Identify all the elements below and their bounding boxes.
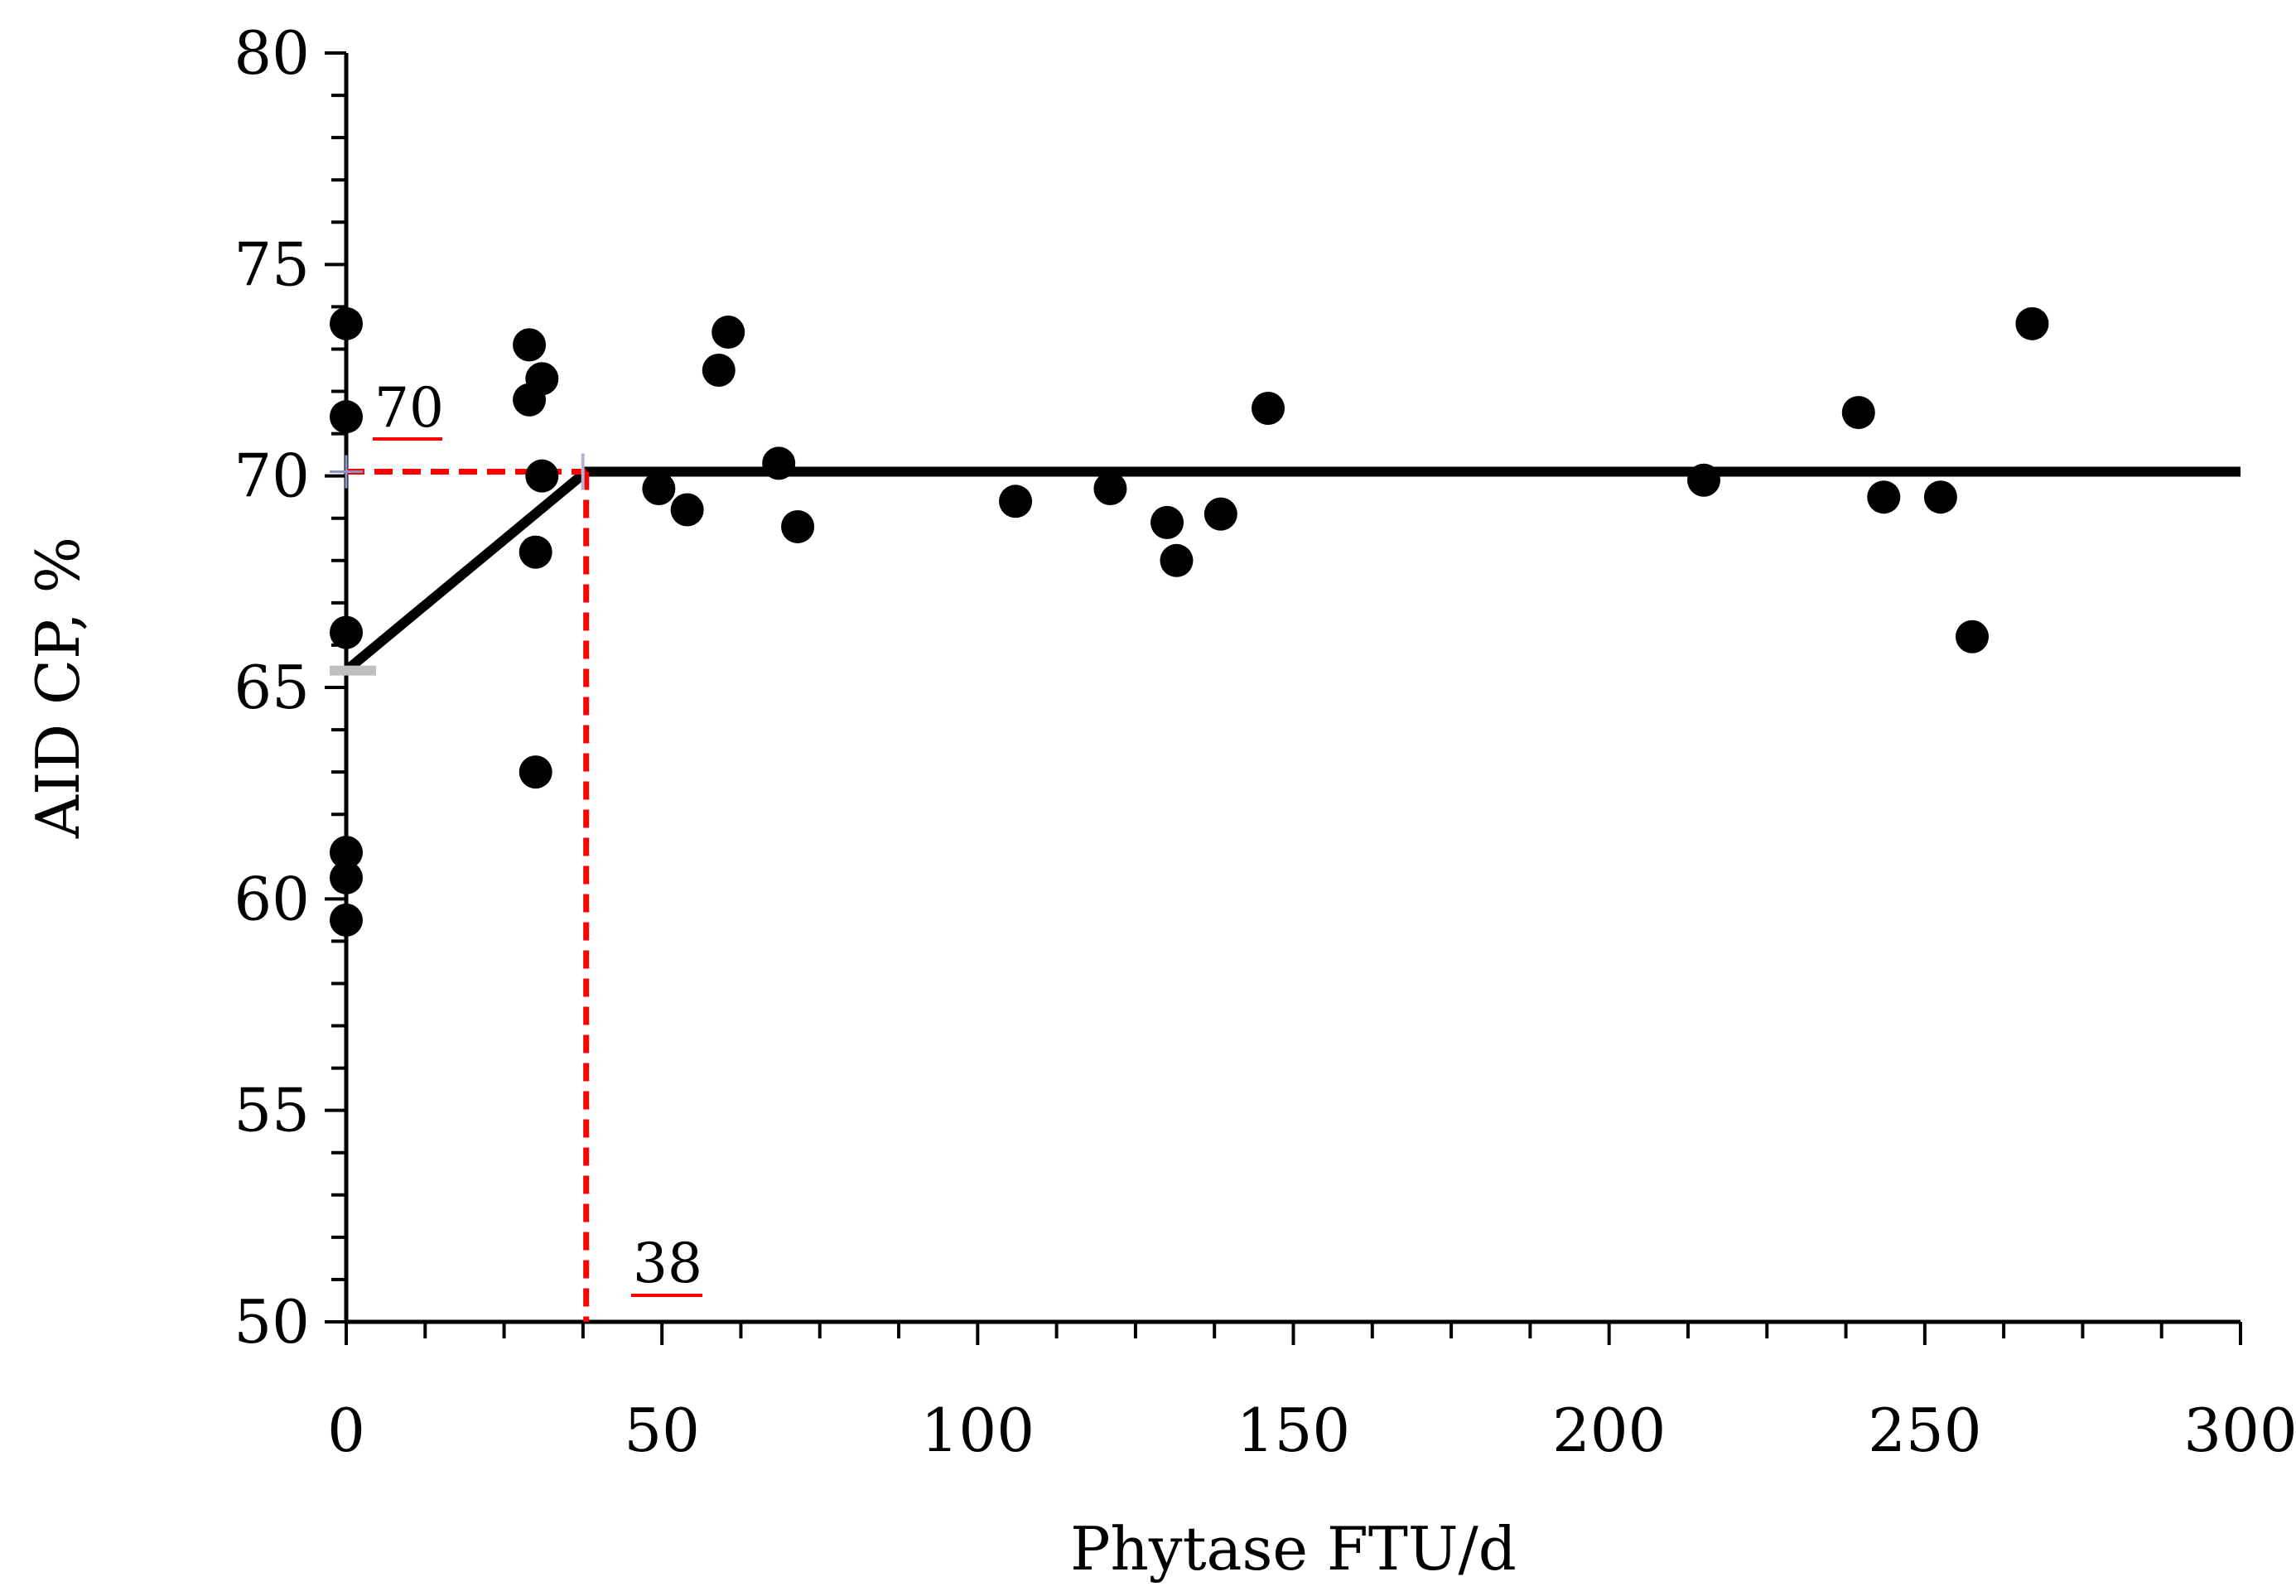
data-point [781,509,815,543]
data-point [999,485,1033,518]
x-tick-label: 250 [1868,1396,1981,1465]
x-tick-label: 300 [2183,1396,2296,1465]
axes [344,53,2241,1324]
data-point [330,836,363,870]
y-tick-label: 75 [234,229,310,299]
data-point [330,400,363,434]
y-tick-label: 70 [234,441,310,511]
data-point [642,471,676,505]
data-point [519,535,552,569]
data-point [1203,497,1237,531]
data-point [702,354,736,387]
data-point [1160,543,1194,577]
data-point [762,446,796,480]
data-point [711,316,745,350]
plateau-value-label: 70 [374,376,444,440]
x-tick-label: 100 [921,1396,1035,1465]
x-tick-label: 150 [1237,1396,1350,1465]
y-axis-title: AID CP, % [23,537,93,839]
data-point [330,861,363,894]
data-point [519,755,552,789]
x-axis-title: Phytase FTU/d [1070,1514,1517,1584]
data-point [1867,480,1901,514]
x-tick-label: 200 [1552,1396,1666,1465]
x-tick-label: 0 [327,1396,365,1465]
breakpoint-label: 38 [633,1232,702,1295]
y-tick-label: 50 [234,1287,310,1357]
data-point [1093,471,1127,505]
data-point [1956,620,1990,653]
data-point [330,306,363,340]
data-point [1687,463,1721,497]
data-point [330,615,363,649]
data-point [1150,505,1184,539]
data-point [525,459,559,493]
y-tick-label: 80 [234,18,310,88]
data-point [330,903,363,937]
y-tick-label: 60 [234,864,310,933]
data-point [525,362,559,396]
x-tick-label: 50 [624,1396,700,1465]
y-tick-label: 55 [234,1076,310,1145]
data-point [1923,480,1957,514]
data-point [670,493,704,527]
data-point [2015,306,2049,340]
data-point [1252,391,1285,425]
data-point [513,328,547,362]
data-points [330,306,2049,937]
data-point [1841,396,1875,430]
y-tick-label: 65 [234,653,310,722]
